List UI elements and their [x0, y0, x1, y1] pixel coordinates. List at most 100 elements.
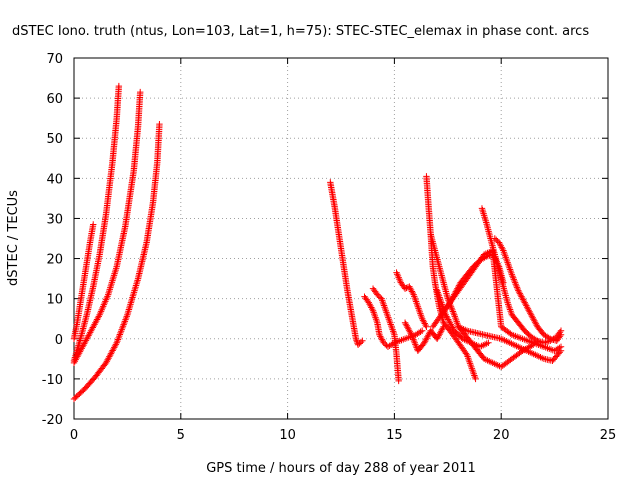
data-series — [401, 319, 447, 355]
data-series — [433, 287, 492, 350]
data-point — [415, 329, 423, 336]
data-point — [434, 334, 442, 341]
data-point — [403, 322, 410, 329]
data-point — [452, 288, 460, 295]
data-point — [85, 332, 92, 339]
data-point — [495, 239, 503, 246]
plot-frame — [73, 57, 609, 420]
data-point — [409, 289, 416, 297]
data-point — [78, 345, 85, 352]
data-point — [476, 257, 484, 264]
data-point — [444, 303, 451, 310]
data-point — [513, 282, 520, 290]
data-point — [71, 358, 79, 365]
data-point — [442, 311, 449, 318]
data-point — [375, 292, 382, 300]
data-point — [529, 334, 536, 341]
data-point — [378, 336, 386, 343]
data-point — [419, 317, 427, 324]
data-point — [453, 286, 460, 294]
x-tick-label: 10 — [279, 428, 296, 443]
data-point — [540, 331, 548, 338]
data-point — [534, 337, 541, 344]
data-point — [448, 305, 455, 312]
data-points — [70, 82, 565, 403]
data-point — [128, 296, 136, 303]
data-point — [377, 334, 385, 342]
data-point — [521, 299, 528, 306]
data-point — [352, 335, 360, 342]
data-point — [485, 339, 492, 346]
data-point — [524, 305, 532, 312]
data-point — [513, 284, 521, 291]
chart-title: dSTEC Iono. truth (ntus, Lon=103, Lat=1,… — [12, 24, 589, 39]
data-point — [423, 323, 430, 330]
data-point — [82, 337, 90, 344]
data-point — [406, 283, 413, 290]
data-point — [425, 332, 432, 339]
y-tick-label: -10 — [42, 373, 63, 388]
data-point — [542, 332, 549, 339]
data-point — [535, 338, 543, 345]
data-point — [90, 221, 97, 228]
data-point — [528, 313, 536, 320]
data-point — [547, 335, 554, 342]
data-series — [478, 205, 565, 346]
data-point — [137, 88, 144, 96]
x-tick-label: 20 — [493, 428, 510, 443]
y-tick-label: 60 — [46, 92, 63, 107]
data-series — [70, 221, 97, 342]
data-series — [423, 173, 479, 383]
data-point — [374, 291, 381, 298]
data-point — [553, 346, 560, 354]
data-point — [77, 346, 85, 354]
data-point — [529, 314, 536, 321]
data-point — [445, 316, 452, 323]
data-point — [531, 317, 538, 324]
data-point — [133, 278, 141, 286]
data-point — [367, 302, 374, 310]
data-point — [74, 353, 81, 360]
data-point — [526, 308, 533, 315]
data-point — [418, 327, 426, 334]
data-point — [84, 333, 91, 341]
data-point — [518, 293, 525, 300]
data-point — [511, 277, 518, 285]
data-point — [545, 334, 552, 341]
data-point — [454, 285, 461, 292]
data-point — [450, 292, 457, 300]
data-point — [75, 351, 82, 359]
data-point — [509, 273, 516, 280]
data-point — [478, 256, 485, 263]
data-point — [444, 314, 451, 322]
data-point — [551, 337, 559, 344]
data-point — [447, 321, 454, 328]
data-point — [129, 292, 137, 300]
data-series — [393, 269, 430, 330]
data-point — [440, 323, 447, 330]
data-point — [401, 319, 409, 326]
data-point — [386, 342, 393, 349]
data-point — [95, 313, 102, 320]
data-point — [127, 301, 134, 308]
y-tick-label: 40 — [46, 172, 63, 187]
data-point — [443, 313, 450, 320]
data-point — [115, 82, 123, 90]
data-point — [88, 325, 96, 333]
data-point — [80, 341, 87, 349]
data-point — [554, 345, 562, 353]
data-point — [496, 240, 504, 248]
data-point — [406, 328, 414, 335]
data-point — [508, 271, 516, 278]
data-point — [81, 340, 88, 347]
data-point — [445, 317, 453, 325]
data-point — [395, 377, 402, 385]
data-point — [525, 306, 532, 314]
data-point — [129, 294, 136, 301]
data-point — [556, 349, 563, 356]
data-point — [531, 335, 538, 342]
data-point — [368, 305, 376, 313]
data-point — [86, 330, 93, 338]
data-point — [421, 338, 429, 345]
